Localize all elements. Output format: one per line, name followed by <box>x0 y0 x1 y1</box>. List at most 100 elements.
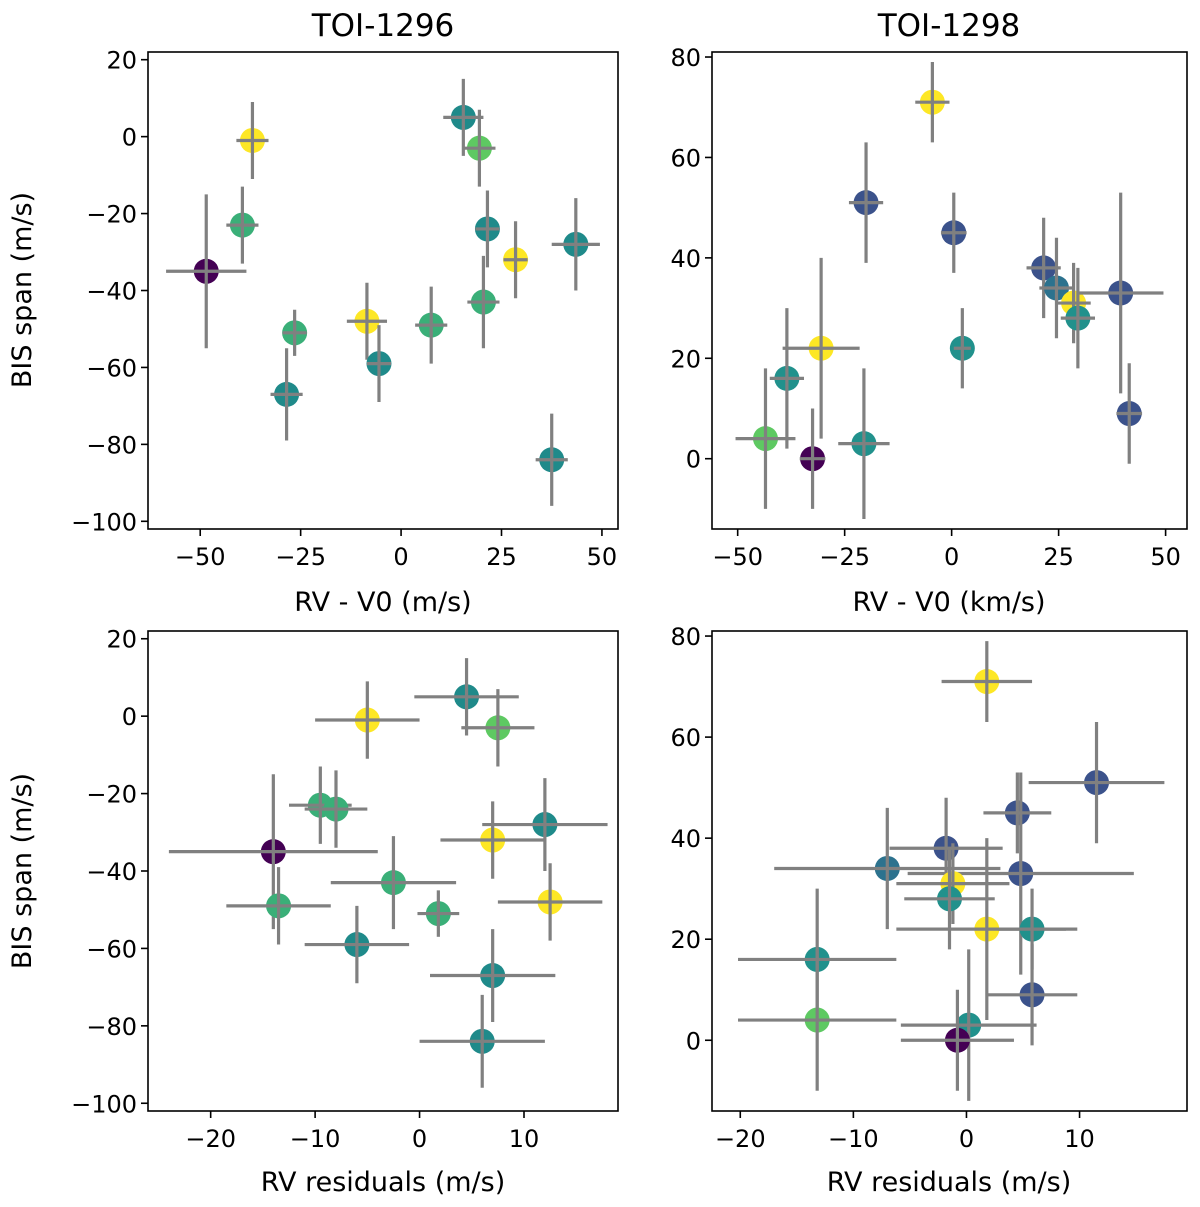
data-point <box>304 770 368 848</box>
data-point <box>983 772 1052 854</box>
data-point <box>941 641 1033 722</box>
data-point <box>900 949 1037 1101</box>
data-point <box>782 257 860 439</box>
data-point <box>1039 237 1074 339</box>
data-point <box>304 905 410 984</box>
y-tick-label: 80 <box>670 44 701 72</box>
x-tick-label: 0 <box>412 1125 427 1153</box>
data-point <box>1077 192 1164 394</box>
y-tick-label: 80 <box>670 623 701 651</box>
x-tick-label: −20 <box>715 1125 766 1153</box>
data-point <box>900 989 1014 1091</box>
x-tick-label: 50 <box>587 543 618 571</box>
data-point <box>430 929 556 1022</box>
data-point <box>896 843 1010 925</box>
x-tick-label: 50 <box>1150 543 1181 571</box>
data-point <box>838 368 890 519</box>
data-point <box>904 848 995 950</box>
y-tick-label: 40 <box>670 245 701 273</box>
axes-frame <box>147 630 619 1112</box>
panel-toi-1296-rv: TOI-1296 RV - V0 (m/s) BIS span (m/s) −5… <box>7 8 619 618</box>
x-tick-label: −50 <box>175 543 226 571</box>
data-point <box>497 863 603 941</box>
x-tick-label: 0 <box>959 1125 974 1153</box>
data-point <box>415 286 448 364</box>
data-points <box>166 78 600 506</box>
x-tick-label: −50 <box>712 543 763 571</box>
data-point <box>848 142 884 263</box>
x-tick-label: 0 <box>393 543 408 571</box>
panel-title: TOI-1298 <box>877 8 1021 44</box>
axes-frame <box>711 630 1188 1112</box>
data-point <box>366 325 392 403</box>
y-tick-label: 0 <box>122 703 137 731</box>
x-tick-label: −25 <box>819 543 870 571</box>
data-point <box>474 190 500 268</box>
x-tick-label: 0 <box>944 543 959 571</box>
data-point <box>346 282 388 360</box>
data-point <box>949 308 975 389</box>
x-axis-label: RV residuals (m/s) <box>261 1167 506 1198</box>
data-point <box>799 408 826 509</box>
x-axis-label: RV - V0 (m/s) <box>294 587 471 618</box>
ticks: −20 −10 0 10 0 20 40 60 80 <box>670 623 1094 1153</box>
y-tick-label: −40 <box>86 278 137 306</box>
y-axis-label: BIS span (m/s) <box>7 192 38 388</box>
y-tick-label: 0 <box>122 124 137 152</box>
data-point <box>769 308 805 449</box>
y-tick-label: 20 <box>670 926 701 954</box>
data-point <box>1056 262 1091 344</box>
y-tick-label: −100 <box>71 1090 137 1118</box>
data-point <box>166 194 247 349</box>
data-points <box>738 641 1165 1101</box>
y-tick-label: 20 <box>106 47 137 75</box>
data-point <box>915 62 950 143</box>
y-tick-label: 60 <box>670 144 701 172</box>
x-tick-label: 10 <box>1064 1125 1095 1153</box>
panel-toi-1298-residuals: RV residuals (m/s) −20 −10 0 10 0 20 40 60 80 <box>670 623 1188 1198</box>
x-tick-label: −25 <box>275 543 326 571</box>
x-tick-label: −10 <box>828 1125 879 1153</box>
y-tick-label: −100 <box>71 508 137 536</box>
data-point <box>315 681 420 759</box>
data-point <box>461 689 535 767</box>
data-point <box>463 109 496 187</box>
data-point <box>236 102 269 179</box>
data-point <box>443 78 484 156</box>
panel-title: TOI-1296 <box>311 8 455 44</box>
data-point <box>535 413 568 506</box>
x-tick-label: 25 <box>486 543 517 571</box>
data-point <box>1116 363 1143 464</box>
y-tick-label: 0 <box>686 446 701 474</box>
ticks: −50 −25 0 25 50 −100 −80 −60 −40 −20 0 20 <box>71 47 617 571</box>
y-tick-label: 0 <box>686 1027 701 1055</box>
panel-toi-1298-rv: TOI-1298 RV - V0 (km/s) −50 −25 0 25 50 0 20 40… <box>670 8 1188 618</box>
data-point <box>1060 267 1095 369</box>
data-point <box>226 186 259 264</box>
data-point <box>482 778 608 871</box>
data-points <box>168 658 608 1088</box>
data-point <box>270 348 303 441</box>
data-point <box>907 772 1134 975</box>
data-point <box>467 255 500 349</box>
data-point <box>282 309 308 356</box>
data-point <box>940 192 967 273</box>
data-point <box>774 807 1001 930</box>
axes-frame <box>711 51 1188 530</box>
x-tick-label: −10 <box>290 1125 341 1153</box>
data-point <box>330 836 457 930</box>
data-point <box>738 949 897 1091</box>
y-tick-label: 40 <box>670 825 701 853</box>
data-point <box>226 867 331 945</box>
y-tick-label: 20 <box>670 345 701 373</box>
data-point <box>1028 721 1165 844</box>
data-points <box>735 62 1164 519</box>
data-point <box>440 801 545 879</box>
panel-toi-1296-residuals: RV residuals (m/s) BIS span (m/s) −20 −10… <box>7 626 619 1198</box>
y-tick-label: −20 <box>86 201 137 229</box>
data-point <box>419 994 545 1088</box>
x-tick-label: 25 <box>1043 543 1074 571</box>
data-point <box>417 890 460 937</box>
